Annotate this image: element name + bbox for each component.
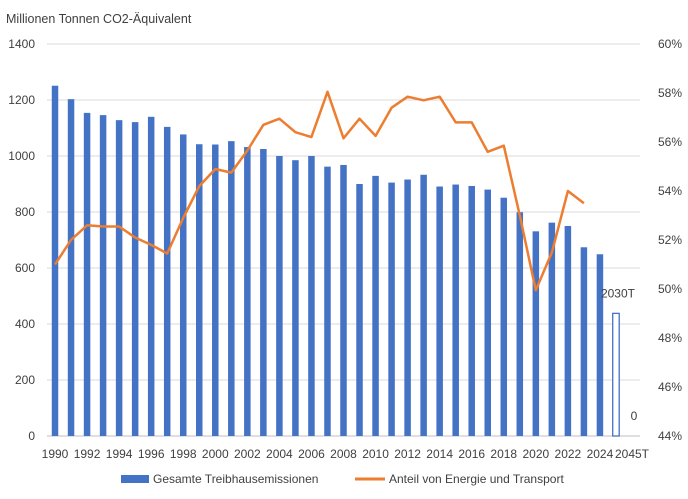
y-right-tick-label: 46%	[658, 380, 682, 394]
bar	[99, 115, 107, 437]
bar	[163, 126, 171, 436]
data-label: 2030T	[601, 286, 636, 300]
bar	[196, 144, 203, 437]
bar	[51, 85, 59, 436]
y-right-tick-label: 50%	[658, 282, 682, 296]
line-series	[53, 90, 585, 292]
bar	[308, 156, 315, 436]
bar	[340, 164, 347, 436]
bar	[564, 226, 572, 436]
x-tick-label: 2012	[394, 447, 421, 461]
y-left-tick-label: 1000	[8, 149, 35, 163]
chart-title: Millionen Tonnen CO2-Äquivalent	[6, 12, 192, 26]
bar	[436, 186, 443, 436]
bar	[500, 197, 508, 436]
legend-label-bar: Gesamte Treibhausemissionen	[153, 472, 318, 486]
x-tick-label: 2022	[555, 447, 582, 461]
bar	[179, 134, 187, 436]
x-tick-label: 2020	[522, 447, 549, 461]
bar	[468, 185, 475, 436]
y-right-tick-label: 60%	[658, 37, 682, 51]
x-tick-label: 2018	[490, 447, 517, 461]
y-right-tick-label: 56%	[658, 135, 682, 149]
bar-series	[51, 85, 620, 437]
y-left-tick-label: 200	[15, 373, 35, 387]
y-right-tick-label: 54%	[658, 184, 682, 198]
data-label: 0	[631, 409, 638, 423]
x-tick-label: 1994	[106, 447, 133, 461]
bar	[532, 231, 540, 436]
x-tick-label: 1998	[170, 447, 197, 461]
x-tick-label: 1990	[42, 447, 69, 461]
bar	[67, 99, 75, 436]
bar	[580, 247, 588, 436]
bar	[228, 141, 235, 436]
legend: Gesamte Treibhausemissionen Anteil von E…	[121, 472, 564, 486]
bar	[260, 149, 267, 436]
x-tick-label: 2045T	[615, 447, 650, 461]
bar-target	[612, 312, 620, 437]
y-right-tick-label: 52%	[658, 233, 682, 247]
y-left-tick-label: 800	[15, 205, 35, 219]
bar	[83, 112, 91, 436]
x-tick-label: 2010	[362, 447, 389, 461]
bar	[596, 254, 604, 436]
bar	[452, 184, 459, 436]
series-line	[53, 90, 585, 292]
x-tick-label: 2008	[330, 447, 357, 461]
bar	[548, 222, 556, 436]
y-axis-right: 44% 46% 48% 50% 52% 54% 56% 58% 60%	[658, 37, 682, 443]
bar	[372, 175, 379, 436]
legend-swatch-bar	[121, 475, 149, 483]
x-tick-label: 2006	[298, 447, 325, 461]
x-tick-label: 1992	[74, 447, 101, 461]
bar	[388, 182, 395, 436]
y-right-tick-label: 48%	[658, 331, 682, 345]
x-tick-label: 2014	[426, 447, 453, 461]
y-left-tick-label: 1200	[8, 93, 35, 107]
x-tick-label: 2002	[234, 447, 261, 461]
bar	[115, 120, 123, 436]
y-axis-left: 0 200 400 600 800 1000 1200 1400	[8, 37, 35, 443]
bar	[131, 122, 139, 437]
legend-label-line: Anteil von Energie und Transport	[389, 472, 564, 486]
y-left-tick-label: 1400	[8, 37, 35, 51]
bar	[276, 156, 283, 436]
bar	[356, 184, 363, 436]
bar	[244, 147, 251, 437]
bar	[420, 174, 427, 436]
bar	[212, 144, 219, 436]
y-left-tick-label: 600	[15, 261, 35, 275]
x-tick-label: 2000	[202, 447, 229, 461]
bar	[324, 166, 331, 436]
y-left-tick-label: 400	[15, 317, 35, 331]
y-right-tick-label: 44%	[658, 429, 682, 443]
bar	[484, 189, 491, 436]
bar	[147, 116, 155, 437]
data-labels: 2030T 0	[601, 286, 638, 423]
y-right-tick-label: 58%	[658, 86, 682, 100]
x-tick-label: 2024	[587, 447, 614, 461]
x-axis: 1990 1992 1994 1996 1998 2000 2002 2004 2006 2008…	[42, 447, 650, 461]
x-tick-label: 2016	[458, 447, 485, 461]
bar	[404, 179, 411, 436]
bar	[516, 212, 524, 436]
bar	[292, 160, 299, 436]
x-tick-label: 1996	[138, 447, 165, 461]
x-tick-label: 2004	[266, 447, 293, 461]
y-left-tick-label: 0	[28, 429, 35, 443]
